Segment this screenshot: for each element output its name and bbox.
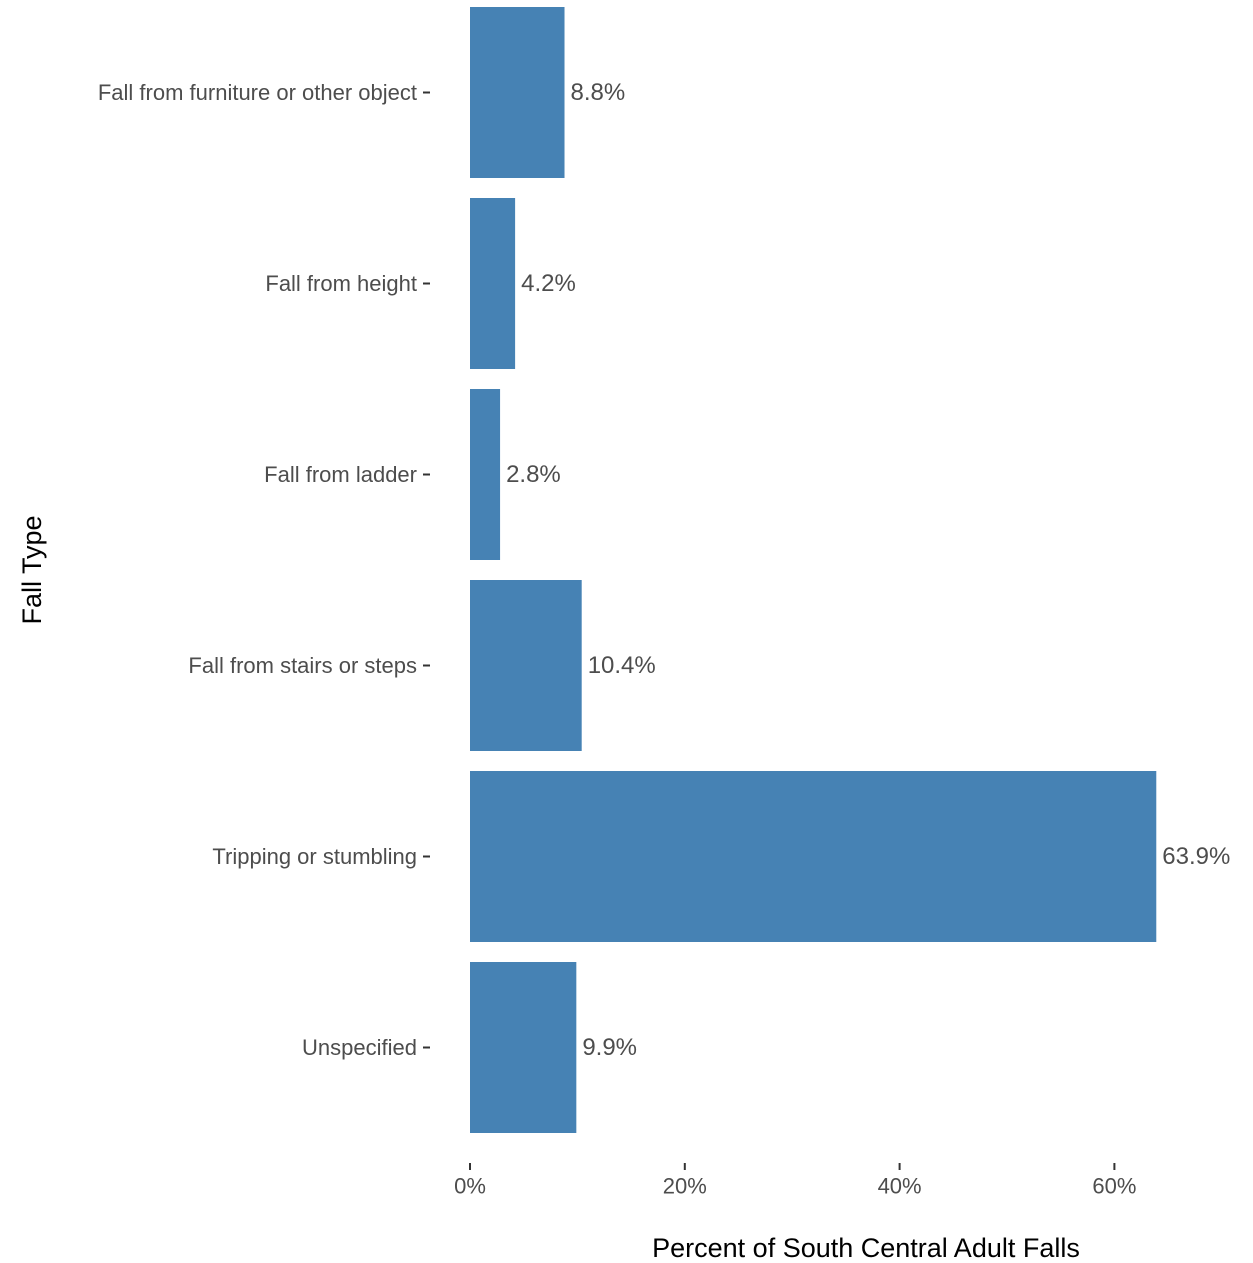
bar — [470, 771, 1157, 942]
bar — [470, 7, 565, 178]
y-tick-label: Fall from height — [265, 271, 417, 296]
bar — [470, 962, 577, 1133]
data-label: 4.2% — [521, 270, 576, 297]
x-axis-ticks: 0% 20% 40% 60% — [454, 1163, 1136, 1199]
x-axis-title: Percent of South Central Adult Falls — [652, 1233, 1080, 1263]
y-axis-ticks: Fall from furniture or other object Fall … — [98, 80, 430, 1060]
y-tick-label: Tripping or stumbling — [212, 844, 417, 869]
y-tick-label: Fall from ladder — [264, 462, 417, 487]
x-tick-label: 60% — [1092, 1174, 1136, 1199]
bars-layer: 8.8% 4.2% 2.8% 10.4% 63.9% 9.9% — [470, 7, 1230, 1133]
x-tick-label: 20% — [663, 1174, 707, 1199]
bar — [470, 198, 516, 369]
data-label: 9.9% — [582, 1034, 637, 1061]
bar — [470, 580, 582, 751]
x-tick-label: 0% — [454, 1174, 486, 1199]
bar — [470, 389, 501, 560]
y-tick-label: Fall from stairs or steps — [188, 653, 417, 678]
y-tick-label: Unspecified — [302, 1035, 417, 1060]
data-label: 10.4% — [588, 652, 656, 679]
data-label: 8.8% — [571, 79, 626, 106]
y-axis-title: Fall Type — [17, 515, 47, 624]
data-label: 63.9% — [1162, 843, 1230, 870]
x-tick-label: 40% — [878, 1174, 922, 1199]
data-label: 2.8% — [506, 461, 561, 488]
y-tick-label: Fall from furniture or other object — [98, 80, 417, 105]
